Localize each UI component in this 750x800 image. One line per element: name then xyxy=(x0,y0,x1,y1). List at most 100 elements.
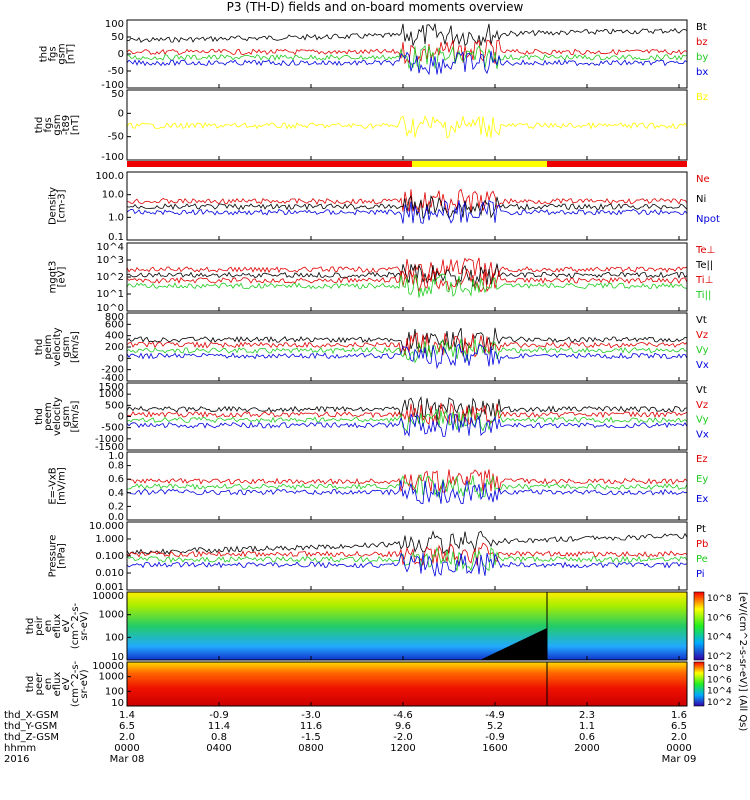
y-axis-label-line: eV xyxy=(61,619,72,632)
footer-value: Mar 08 xyxy=(109,754,145,765)
y-tick-label: 0 xyxy=(118,108,124,119)
panel-frame xyxy=(126,591,688,661)
series-trace xyxy=(126,480,688,505)
y-axis-label-line: [nT] xyxy=(66,44,77,64)
y-axis-label-line: thd xyxy=(34,408,45,425)
legend-entry: Vz xyxy=(696,400,708,411)
footer-labels: thd_X-GSM thd_Y-GSM thd_Z-GSM hhmm 2016 xyxy=(4,710,59,765)
y-axis-label-line: mgqt3 xyxy=(48,261,59,294)
footer-value: 11.6 xyxy=(299,721,323,732)
y-tick-label: -200 xyxy=(101,365,124,376)
y-tick-label: 600 xyxy=(105,319,124,330)
y-tick-label: 10 xyxy=(111,698,124,709)
colorbar-tick-label: 10^6 xyxy=(707,613,732,623)
footer-label-y: thd_Y-GSM xyxy=(4,721,58,732)
y-axis-label-line: peir xyxy=(34,615,45,635)
y-axis-label-line: sr-eV) xyxy=(79,611,90,640)
series-trace xyxy=(126,199,688,224)
footer-value: 1.1 xyxy=(579,721,595,732)
colorbar-tick-label: 10^6 xyxy=(707,675,732,685)
y-tick-label: 1000 xyxy=(99,610,124,621)
spectrogram-fill xyxy=(127,662,687,706)
series-trace xyxy=(126,338,688,364)
y-axis-label-line: [mV/m] xyxy=(57,467,68,505)
y-tick-label: 10^4 xyxy=(97,242,124,253)
y-axis-label: E=-VxB[mV/m] xyxy=(48,467,68,505)
colorbar-tick-label: 10^8 xyxy=(707,664,732,674)
y-axis-label-line: eflux xyxy=(52,672,63,697)
status-bar-red-left xyxy=(127,161,412,167)
legend-entry: Ti|| xyxy=(695,290,711,301)
legend-entry: Bz xyxy=(696,92,708,103)
panel-temperature: 10^4 10^3 10^2 10^1 10^0 mgqt3[eV] Te⊥ Te|| Ti⊥ T… xyxy=(48,242,716,314)
y-tick-label: -50 xyxy=(108,66,124,77)
footer-value: 5.2 xyxy=(487,721,503,732)
y-tick-label: 200 xyxy=(105,342,124,353)
spectrogram-black-region xyxy=(480,628,547,660)
footer-value: -0.9 xyxy=(209,710,229,721)
footer-column: 2.3 1.1 0.6 2000 xyxy=(557,710,617,754)
y-axis-label-line: -t89 xyxy=(61,115,72,135)
y-tick-label: 0.2 xyxy=(108,501,124,512)
status-bar-yellow xyxy=(412,161,547,167)
panel-fgs-2: 50 0 -50 -100 thdfgsgsm-t89[nT] Bz xyxy=(34,89,708,163)
legend-entry: Vy xyxy=(696,345,709,356)
y-tick-label: 10^2 xyxy=(97,272,124,283)
y-tick-label: 100 xyxy=(105,19,124,30)
legend-entry: Vt xyxy=(696,385,707,396)
footer-column: -3.0 11.6 -1.5 0800 xyxy=(281,710,341,754)
footer-value: Mar 09 xyxy=(661,754,697,765)
panel-fgs: 100 50 0 -50 -100 thdfgsgsm[nT] Bt bz by bx xyxy=(39,19,709,91)
y-axis-label-line: Density xyxy=(48,187,59,225)
y-axis-label-line: gsm xyxy=(61,336,72,357)
y-tick-label: 1.000 xyxy=(95,534,124,545)
y-tick-label: 0.010 xyxy=(95,568,124,579)
y-axis-label: Pressure[nPa] xyxy=(48,535,68,578)
y-tick-label: 1.0 xyxy=(108,451,124,462)
y-tick-label: 0.0 xyxy=(108,512,124,523)
footer-column: -4.9 5.2 -0.9 1600 xyxy=(465,710,525,754)
y-axis-label-line: sr-eV) xyxy=(79,669,90,698)
footer-value: -4.6 xyxy=(393,710,413,721)
y-axis-label: mgqt3[eV] xyxy=(48,261,68,294)
series-trace xyxy=(126,327,688,352)
y-axis-label-line: (cm^2-s- xyxy=(70,660,81,707)
y-axis-label-line: gsm xyxy=(52,114,63,135)
series-trace xyxy=(126,552,688,577)
y-axis-label-line: velocity xyxy=(52,327,63,366)
series-trace xyxy=(126,343,688,370)
legend-entry: Ex xyxy=(696,494,708,505)
series-trace xyxy=(126,546,688,572)
legend-entry: bz xyxy=(696,37,708,48)
y-tick-label: 10.0 xyxy=(102,190,124,201)
series-trace xyxy=(126,115,688,139)
y-axis-label: thdpeemvelocitygsm[km/s] xyxy=(34,397,81,436)
panel-density: 100.0 10.0 1.0 0.1 Density[cm-3] Ne Ni Npot xyxy=(48,171,720,243)
footer-value: 1600 xyxy=(482,743,508,754)
footer-value: 0800 xyxy=(298,743,324,754)
y-tick-label: 0.1 xyxy=(108,232,124,243)
y-tick-label: -50 xyxy=(108,132,124,143)
y-tick-label: 10^3 xyxy=(97,255,124,266)
y-axis-label-line: eflux xyxy=(52,614,63,639)
status-bar-red-right xyxy=(547,161,687,167)
legend-entry: Ne xyxy=(696,174,710,185)
legend-entry: Vz xyxy=(696,330,708,341)
y-tick-label: 400 xyxy=(105,331,124,342)
y-tick-label: -400 xyxy=(101,373,124,384)
y-axis-label-line: [km/s] xyxy=(70,331,81,363)
y-axis-label: Density[cm-3] xyxy=(48,187,68,225)
y-tick-label: 10^1 xyxy=(97,289,124,300)
footer-value: 11.4 xyxy=(207,721,231,732)
y-tick-label: 800 xyxy=(105,312,124,323)
y-tick-label: 10000 xyxy=(92,591,124,602)
footer-label-hhmm: hhmm xyxy=(4,743,37,754)
y-axis-label-line: [nPa] xyxy=(57,543,68,569)
y-tick-label: 10000 xyxy=(92,661,124,672)
y-axis-label: thdfgsgsm-t89[nT] xyxy=(34,114,81,135)
series-trace xyxy=(126,530,688,555)
footer-value: 6.5 xyxy=(671,721,687,732)
y-axis-label-line: en xyxy=(43,678,54,691)
footer-value: 1.6 xyxy=(671,710,687,721)
